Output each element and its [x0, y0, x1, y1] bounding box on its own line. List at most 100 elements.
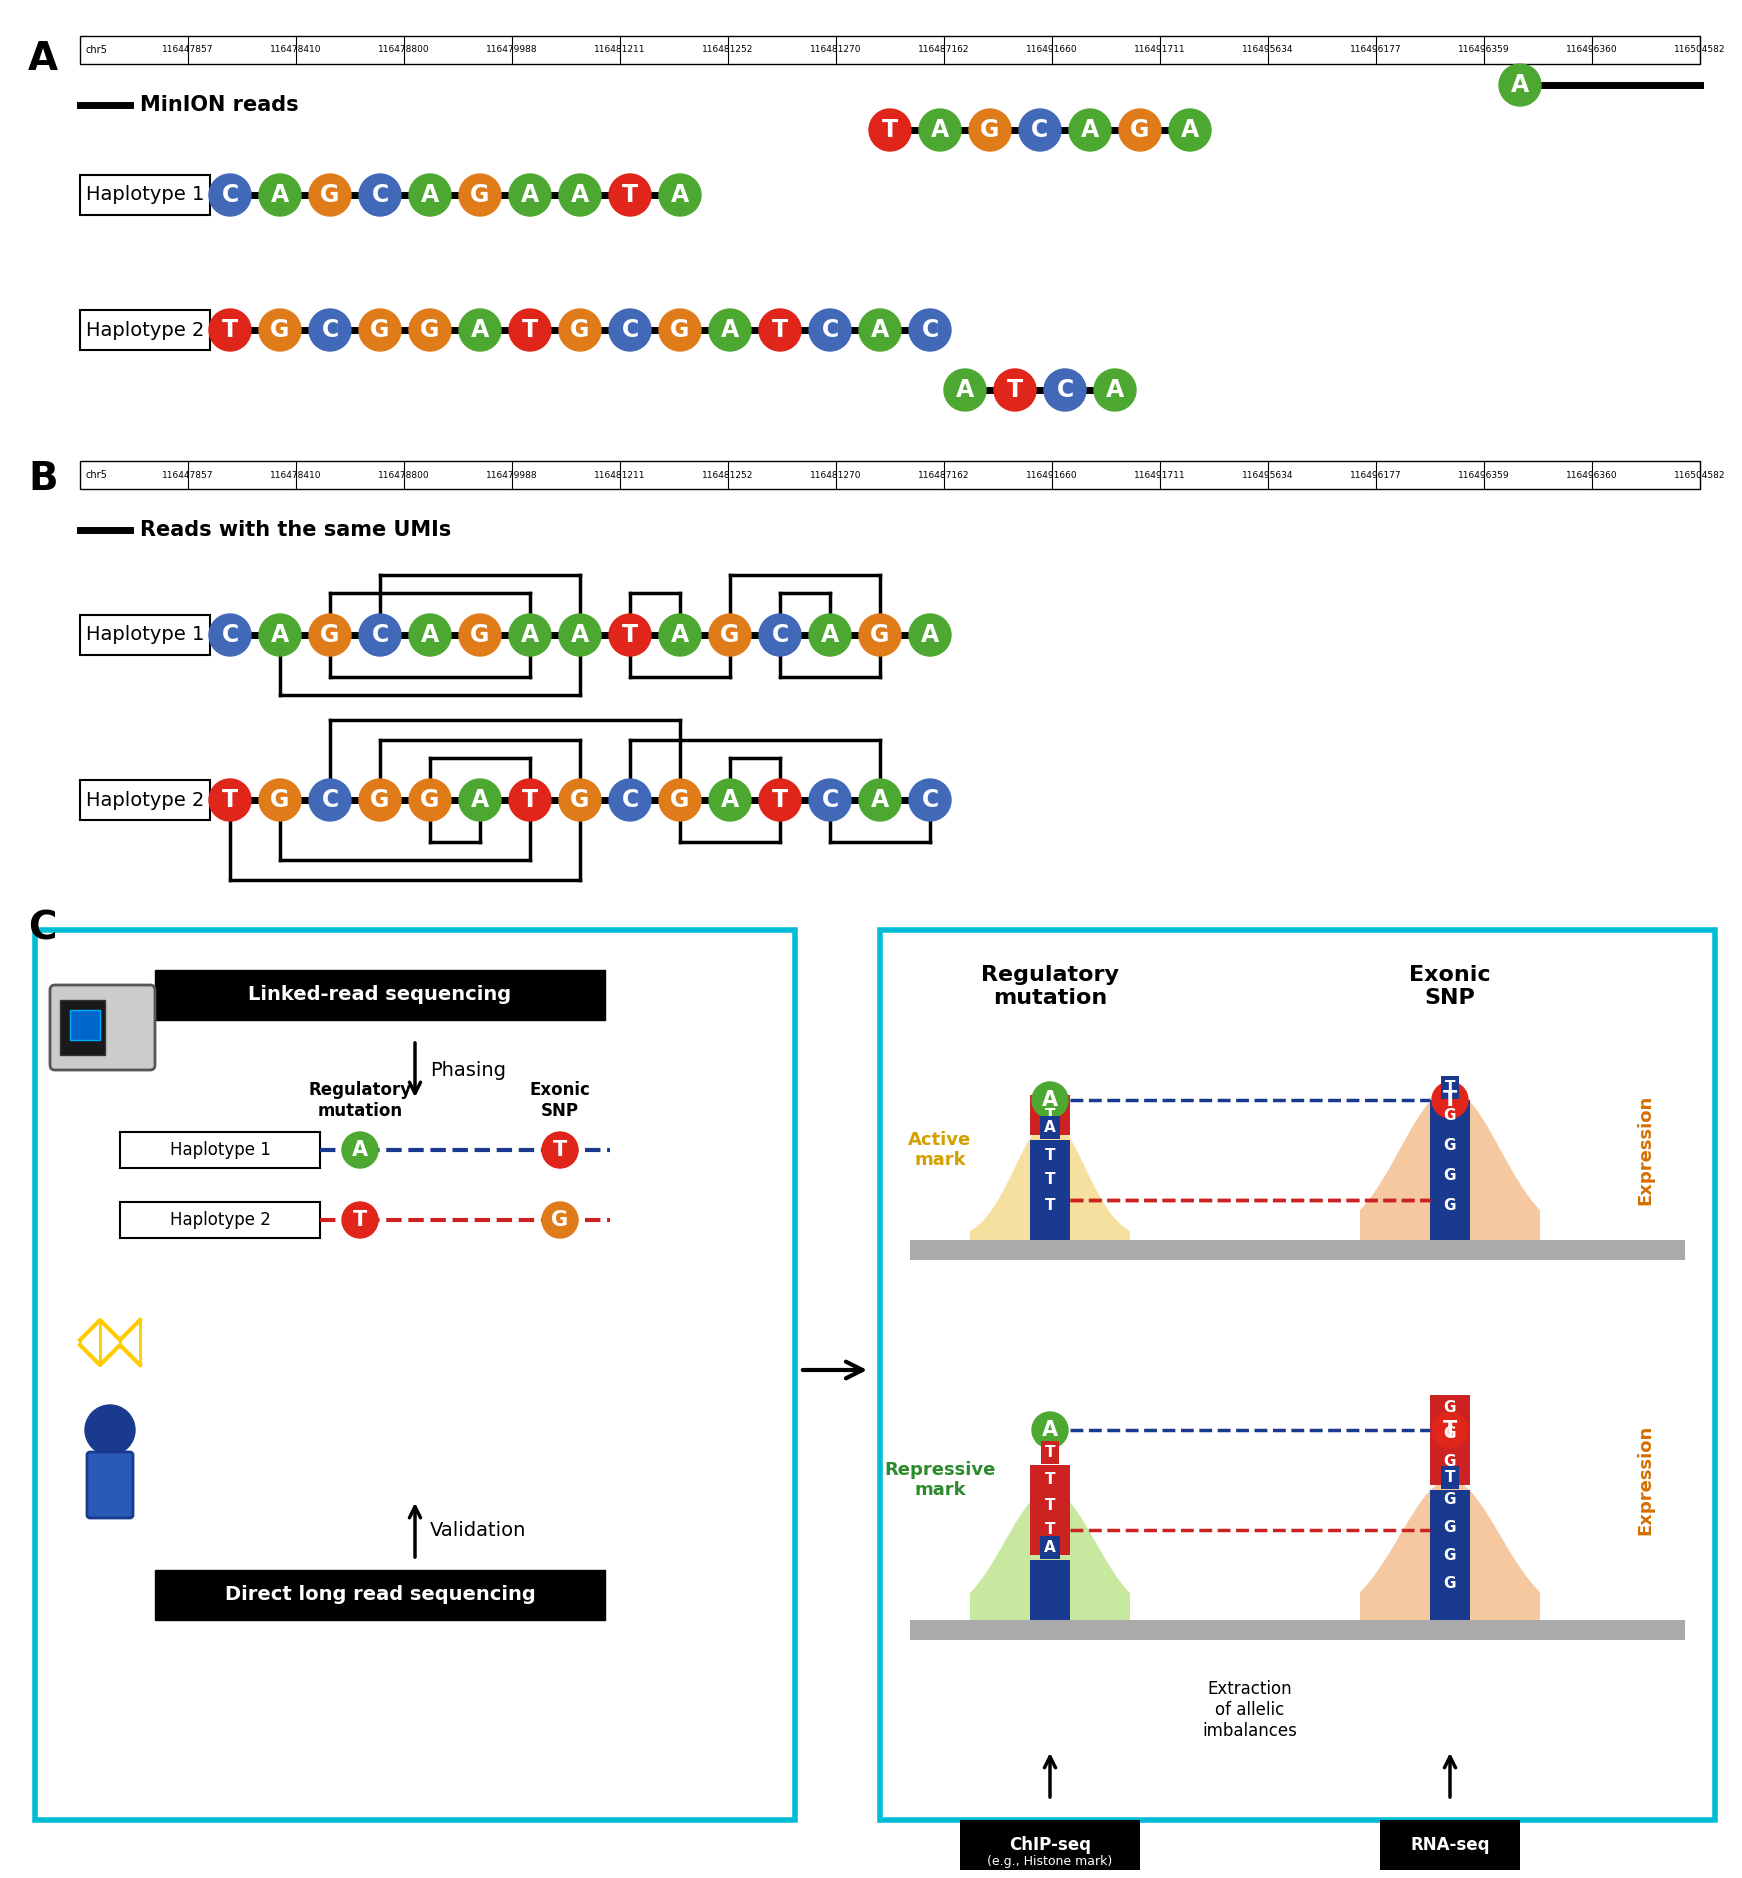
Text: G: G — [981, 118, 1000, 143]
Text: A: A — [270, 182, 289, 207]
Text: C: C — [1056, 377, 1073, 402]
Text: G: G — [321, 623, 340, 648]
Text: G: G — [1444, 1198, 1456, 1213]
Circle shape — [859, 614, 901, 655]
Text: G: G — [470, 182, 490, 207]
Text: A: A — [470, 789, 490, 811]
Circle shape — [308, 614, 350, 655]
FancyBboxPatch shape — [1430, 1489, 1470, 1621]
Text: A: A — [270, 623, 289, 648]
Text: T: T — [1045, 1172, 1056, 1187]
FancyBboxPatch shape — [80, 460, 1700, 488]
Circle shape — [658, 779, 700, 821]
Text: A: A — [871, 789, 888, 811]
Text: A: A — [1043, 1119, 1056, 1134]
Circle shape — [559, 779, 601, 821]
Text: G: G — [871, 623, 890, 648]
Text: T: T — [881, 118, 899, 143]
Text: 116491660: 116491660 — [1026, 471, 1078, 479]
Text: Exonic
SNP: Exonic SNP — [530, 1082, 591, 1119]
Text: G: G — [671, 789, 690, 811]
Text: C: C — [371, 182, 388, 207]
Text: C: C — [822, 317, 838, 342]
Text: A: A — [470, 317, 490, 342]
Circle shape — [869, 109, 911, 150]
Text: G: G — [470, 623, 490, 648]
Text: G: G — [270, 789, 289, 811]
Circle shape — [610, 614, 652, 655]
Text: G: G — [1444, 1108, 1456, 1123]
Text: B: B — [28, 460, 57, 498]
Text: 116447857: 116447857 — [162, 471, 214, 479]
Circle shape — [920, 109, 962, 150]
Circle shape — [341, 1202, 378, 1238]
Text: C: C — [1031, 118, 1049, 143]
FancyBboxPatch shape — [70, 1010, 99, 1040]
Circle shape — [509, 310, 550, 351]
Text: C: C — [221, 182, 239, 207]
Circle shape — [1031, 1412, 1068, 1448]
Text: T: T — [523, 789, 538, 811]
FancyBboxPatch shape — [1430, 1395, 1470, 1485]
FancyBboxPatch shape — [51, 984, 155, 1070]
Text: C: C — [321, 317, 338, 342]
Polygon shape — [1361, 1089, 1540, 1239]
Text: G: G — [1444, 1576, 1456, 1591]
Circle shape — [209, 310, 251, 351]
Text: ChIP-seq: ChIP-seq — [1009, 1837, 1090, 1854]
Text: (e.g., Histone mark): (e.g., Histone mark) — [988, 1855, 1113, 1869]
Text: Haplotype 2: Haplotype 2 — [169, 1211, 270, 1228]
Text: G: G — [1444, 1549, 1456, 1564]
FancyBboxPatch shape — [880, 930, 1716, 1820]
Circle shape — [85, 1405, 134, 1455]
Text: G: G — [371, 789, 390, 811]
Text: A: A — [521, 623, 538, 648]
Circle shape — [409, 175, 451, 216]
Circle shape — [808, 310, 852, 351]
Text: A: A — [1080, 118, 1099, 143]
Text: 116481270: 116481270 — [810, 471, 862, 479]
Circle shape — [760, 310, 801, 351]
FancyBboxPatch shape — [80, 310, 211, 349]
Text: Linked-read sequencing: Linked-read sequencing — [249, 986, 512, 1005]
Circle shape — [409, 310, 451, 351]
Text: T: T — [1045, 1198, 1056, 1213]
Text: 116481211: 116481211 — [594, 45, 646, 54]
Text: T: T — [622, 623, 638, 648]
Circle shape — [1432, 1082, 1469, 1117]
Circle shape — [944, 368, 986, 411]
Polygon shape — [970, 1119, 1131, 1239]
Text: A: A — [571, 623, 589, 648]
Text: A: A — [521, 182, 538, 207]
Text: T: T — [1045, 1523, 1056, 1538]
Text: A: A — [28, 39, 57, 79]
Text: Extraction
of allelic
imbalances: Extraction of allelic imbalances — [1202, 1681, 1298, 1741]
Circle shape — [1094, 368, 1136, 411]
Text: T: T — [552, 1140, 568, 1161]
Circle shape — [709, 779, 751, 821]
Text: A: A — [352, 1140, 368, 1161]
Text: Haplotype 1: Haplotype 1 — [85, 186, 204, 205]
Text: Active
mark: Active mark — [908, 1131, 972, 1170]
Circle shape — [658, 614, 700, 655]
Text: T: T — [1045, 1108, 1056, 1123]
Text: A: A — [671, 623, 690, 648]
Text: T: T — [1045, 1147, 1056, 1162]
Circle shape — [808, 779, 852, 821]
Text: T: T — [622, 182, 638, 207]
Text: G: G — [1444, 1521, 1456, 1536]
Circle shape — [260, 614, 301, 655]
Text: G: G — [719, 623, 740, 648]
Text: C: C — [221, 623, 239, 648]
Circle shape — [359, 614, 401, 655]
Text: Expression: Expression — [1636, 1425, 1653, 1534]
Text: Regulatory
mutation: Regulatory mutation — [981, 965, 1118, 1008]
Text: A: A — [571, 182, 589, 207]
Text: A: A — [930, 118, 949, 143]
Text: G: G — [1444, 1399, 1456, 1414]
Circle shape — [709, 310, 751, 351]
Text: 116479988: 116479988 — [486, 471, 538, 479]
Text: T: T — [1007, 377, 1023, 402]
Text: 116447857: 116447857 — [162, 45, 214, 54]
Text: G: G — [1131, 118, 1150, 143]
